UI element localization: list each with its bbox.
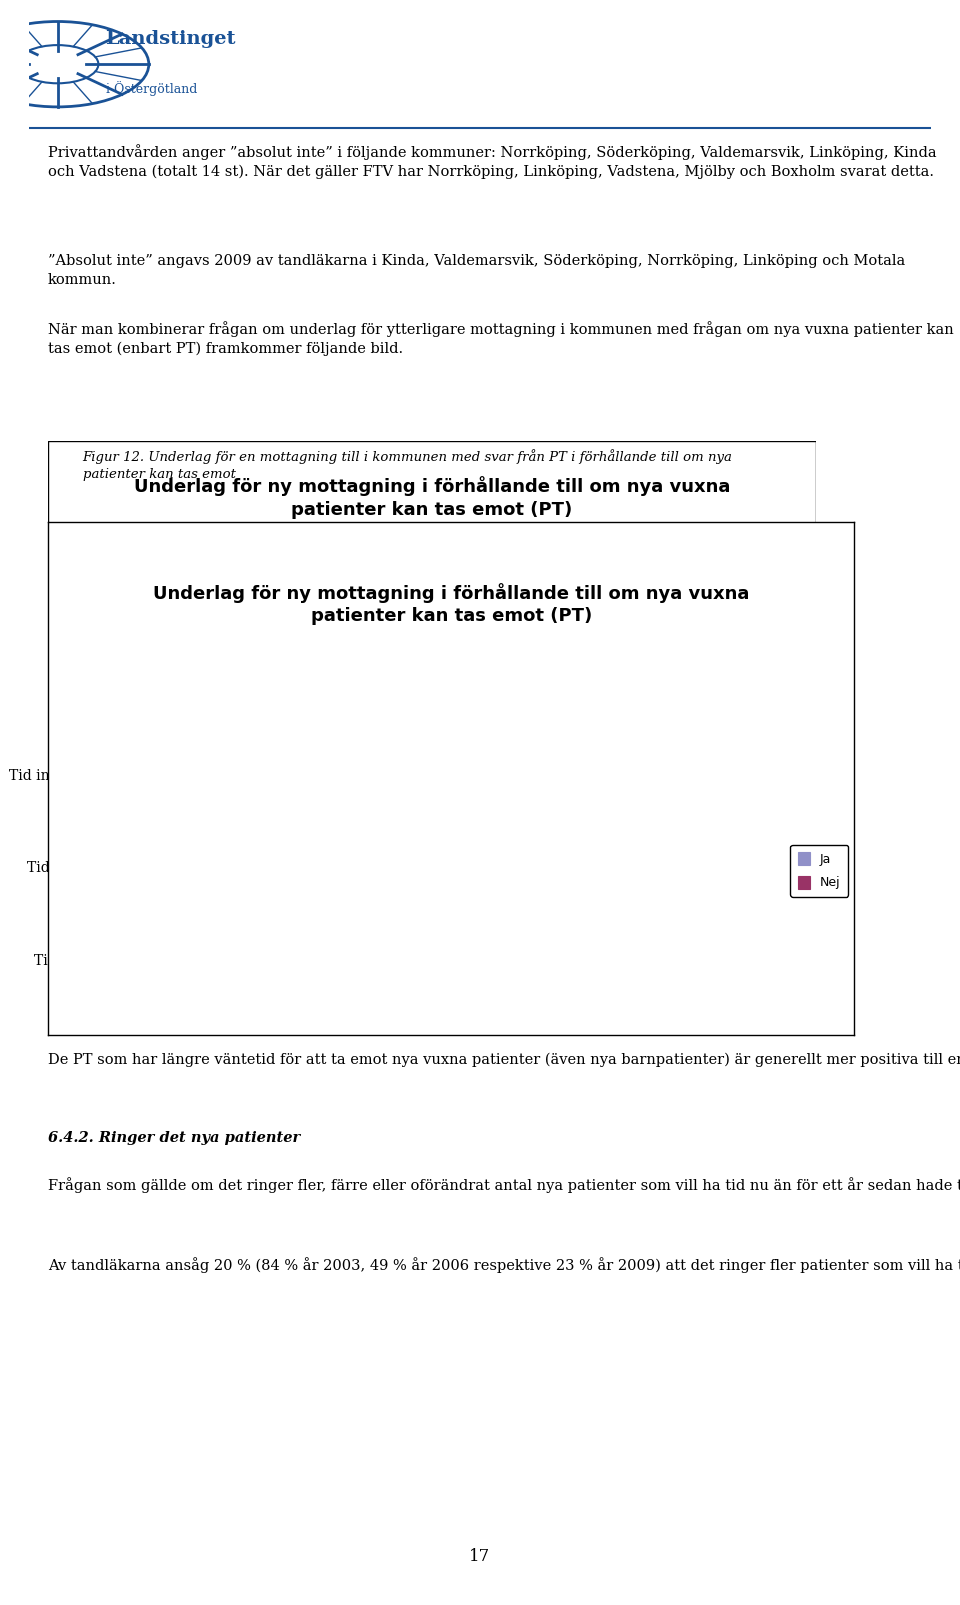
Text: När man kombinerar frågan om underlag för ytterligare mottagning i kommunen med : När man kombinerar frågan om underlag fö… <box>48 321 953 356</box>
Text: 17: 17 <box>469 1549 491 1565</box>
Text: Av tandläkarna ansåg 20 % (84 % år 2003, 49 % år 2006 respektive 23 % år 2009) a: Av tandläkarna ansåg 20 % (84 % år 2003,… <box>48 1257 960 1273</box>
Bar <box>453 936 826 982</box>
Bar <box>578 567 826 613</box>
Bar <box>369 844 826 889</box>
Legend: Ja, Nej: Ja, Nej <box>790 844 848 897</box>
Text: Underlag för ny mottagning i förhållande till om nya vuxna
patienter kan tas emo: Underlag för ny mottagning i förhållande… <box>133 477 731 518</box>
Text: Privattandvården anger ”absolut inte” i följande kommuner: Norrköping, Söderköpi: Privattandvården anger ”absolut inte” i … <box>48 144 937 180</box>
Bar <box>173 936 453 982</box>
Text: 6.4.2. Ringer det nya patienter: 6.4.2. Ringer det nya patienter <box>48 1132 300 1146</box>
Bar <box>173 567 578 613</box>
Bar <box>173 751 545 798</box>
Text: Figur 12. Underlag för en mottagning till i kommunen med svar från PT i förhålla: Figur 12. Underlag för en mottagning til… <box>83 449 732 482</box>
Bar <box>173 660 826 705</box>
Text: De PT som har längre väntetid för att ta emot nya vuxna patienter (även nya barn: De PT som har längre väntetid för att ta… <box>48 1051 960 1067</box>
Text: Landstinget: Landstinget <box>106 30 236 48</box>
Text: Frågan som gällde om det ringer fler, färre eller oförändrat antal nya patienter: Frågan som gällde om det ringer fler, fä… <box>48 1176 960 1193</box>
Text: ”Absolut inte” angavs 2009 av tandläkarna i Kinda, Valdemarsvik, Söderköping, No: ”Absolut inte” angavs 2009 av tandläkarn… <box>48 254 905 287</box>
Text: i Östergötland: i Östergötland <box>106 82 197 96</box>
Bar <box>545 751 826 798</box>
Bar <box>173 844 369 889</box>
Text: Underlag för ny mottagning i förhållande till om nya vuxna
patienter kan tas emo: Underlag för ny mottagning i förhållande… <box>153 583 750 626</box>
